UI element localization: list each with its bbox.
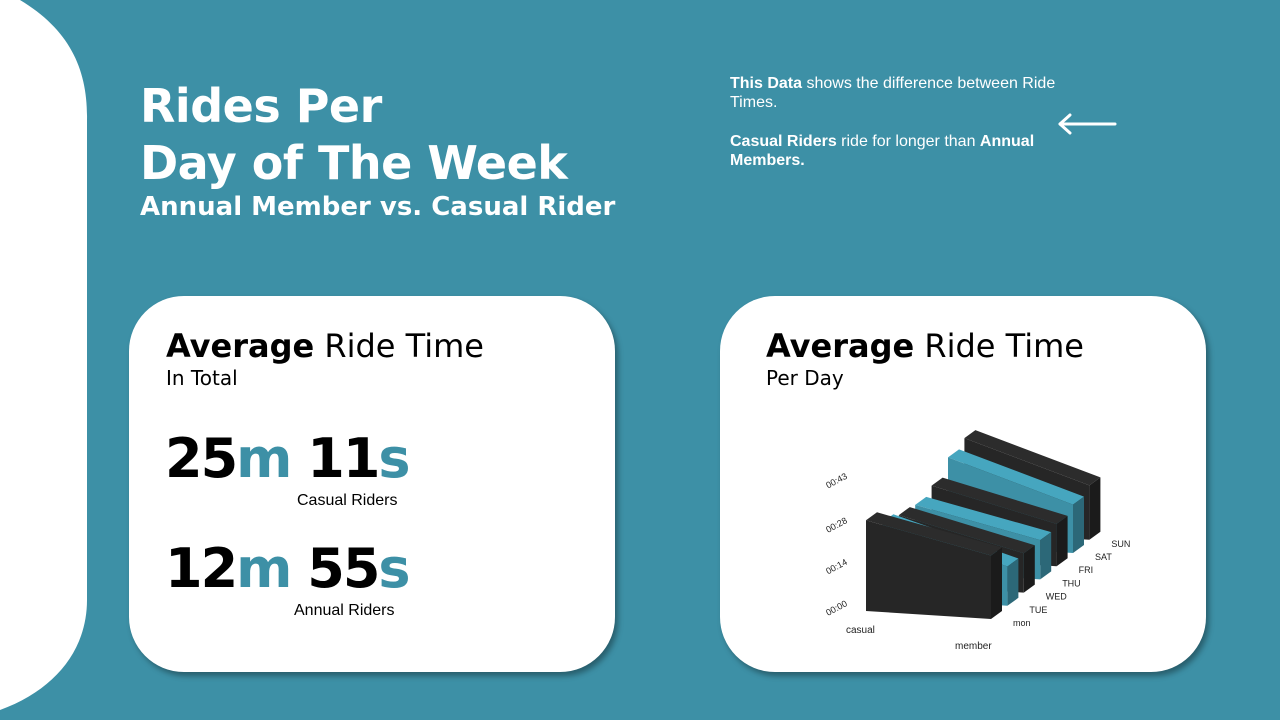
- series-TUE-side: [1007, 558, 1019, 606]
- minutes-value: 25: [165, 427, 238, 490]
- note-paragraph-2: Casual Riders ride for longer than Annua…: [730, 132, 1060, 170]
- seconds-value: 11: [307, 427, 380, 490]
- series-THU-top: [915, 496, 1052, 541]
- heading-emphasis: Average: [166, 327, 315, 365]
- series-label-mon: mon: [1013, 618, 1031, 628]
- card-subheading: Per Day: [766, 366, 844, 390]
- heading-emphasis: Average: [766, 327, 915, 365]
- series-label-SUN: SUN: [1111, 539, 1130, 549]
- series-label-SAT: SAT: [1095, 552, 1112, 562]
- data-note: This Data shows the difference between R…: [730, 74, 1060, 190]
- arrow-left-icon: [1058, 113, 1117, 135]
- note-emphasis: This Data: [730, 75, 803, 92]
- series-label-FRI: FRI: [1079, 565, 1094, 575]
- annual-average-time: 12m 55s: [165, 537, 411, 600]
- series-mon-front: [866, 520, 991, 619]
- ride-time-per-day-chart: 00:00 00:14 00:28 00:43 casual member mon TUE WE…: [824, 430, 1130, 652]
- heading-text: Ride Time: [314, 327, 484, 365]
- heading-text: Ride Time: [914, 327, 1084, 365]
- casual-riders-label: Casual Riders: [297, 492, 398, 509]
- series-mon-top: [866, 512, 1002, 556]
- page-title: Rides Per Day of The Week Annual Member …: [140, 78, 615, 224]
- page-subtitle: Annual Member vs. Casual Rider: [140, 192, 616, 222]
- total-ride-time-card: Average Ride Time In Total 25m 11s Casua…: [129, 296, 615, 672]
- annual-riders-label: Annual Riders: [294, 602, 395, 619]
- daily-ride-time-card: Average Ride Time Per Day 00:00 00:14 00:2…: [720, 296, 1206, 672]
- series-SUN-top: [964, 430, 1101, 486]
- seconds-unit: s: [378, 537, 410, 600]
- x-tick-label-casual: casual: [846, 625, 875, 636]
- minutes-unit: m: [236, 427, 292, 490]
- y-tick-label: 00:43: [824, 471, 849, 490]
- series-WED-side: [1023, 545, 1035, 593]
- title-line-2: Day of The Week: [140, 136, 568, 190]
- series-SUN-side: [1089, 477, 1101, 540]
- x-tick-label-member: member: [955, 641, 992, 652]
- series-WED-top: [898, 507, 1035, 554]
- decorative-side-panel: [0, 0, 88, 710]
- series-FRI-side: [1056, 515, 1068, 567]
- card-heading: Average Ride Time Per Day: [766, 326, 1084, 390]
- note-emphasis: Annual Members.: [730, 133, 1035, 169]
- note-emphasis: Casual Riders: [730, 133, 837, 150]
- title-line-1: Rides Per: [140, 79, 382, 133]
- seconds-unit: s: [378, 427, 410, 490]
- y-tick-label: 00:28: [824, 515, 849, 534]
- series-label-THU: THU: [1062, 578, 1081, 588]
- series-THU-side: [1040, 532, 1052, 580]
- note-paragraph-1: This Data shows the difference between R…: [730, 74, 1060, 112]
- note-text: shows the difference between Ride Times.: [730, 75, 1056, 111]
- series-label-WED: WED: [1046, 592, 1067, 602]
- casual-average-time: 25m 11s: [165, 427, 411, 490]
- series-label-TUE: TUE: [1029, 605, 1047, 615]
- y-tick-label: 00:00: [824, 598, 849, 617]
- minutes-value: 12: [165, 537, 238, 600]
- series-SAT-top: [948, 449, 1084, 505]
- series-FRI-top: [931, 477, 1068, 524]
- series-SAT-side: [1073, 496, 1084, 553]
- note-text: ride for longer than: [836, 133, 980, 150]
- card-subheading: In Total: [166, 366, 238, 390]
- card-heading: Average Ride Time In Total: [166, 326, 484, 390]
- seconds-value: 55: [307, 537, 380, 600]
- y-tick-label: 00:14: [824, 557, 849, 576]
- series-mon-side: [991, 547, 1002, 619]
- minutes-unit: m: [236, 537, 292, 600]
